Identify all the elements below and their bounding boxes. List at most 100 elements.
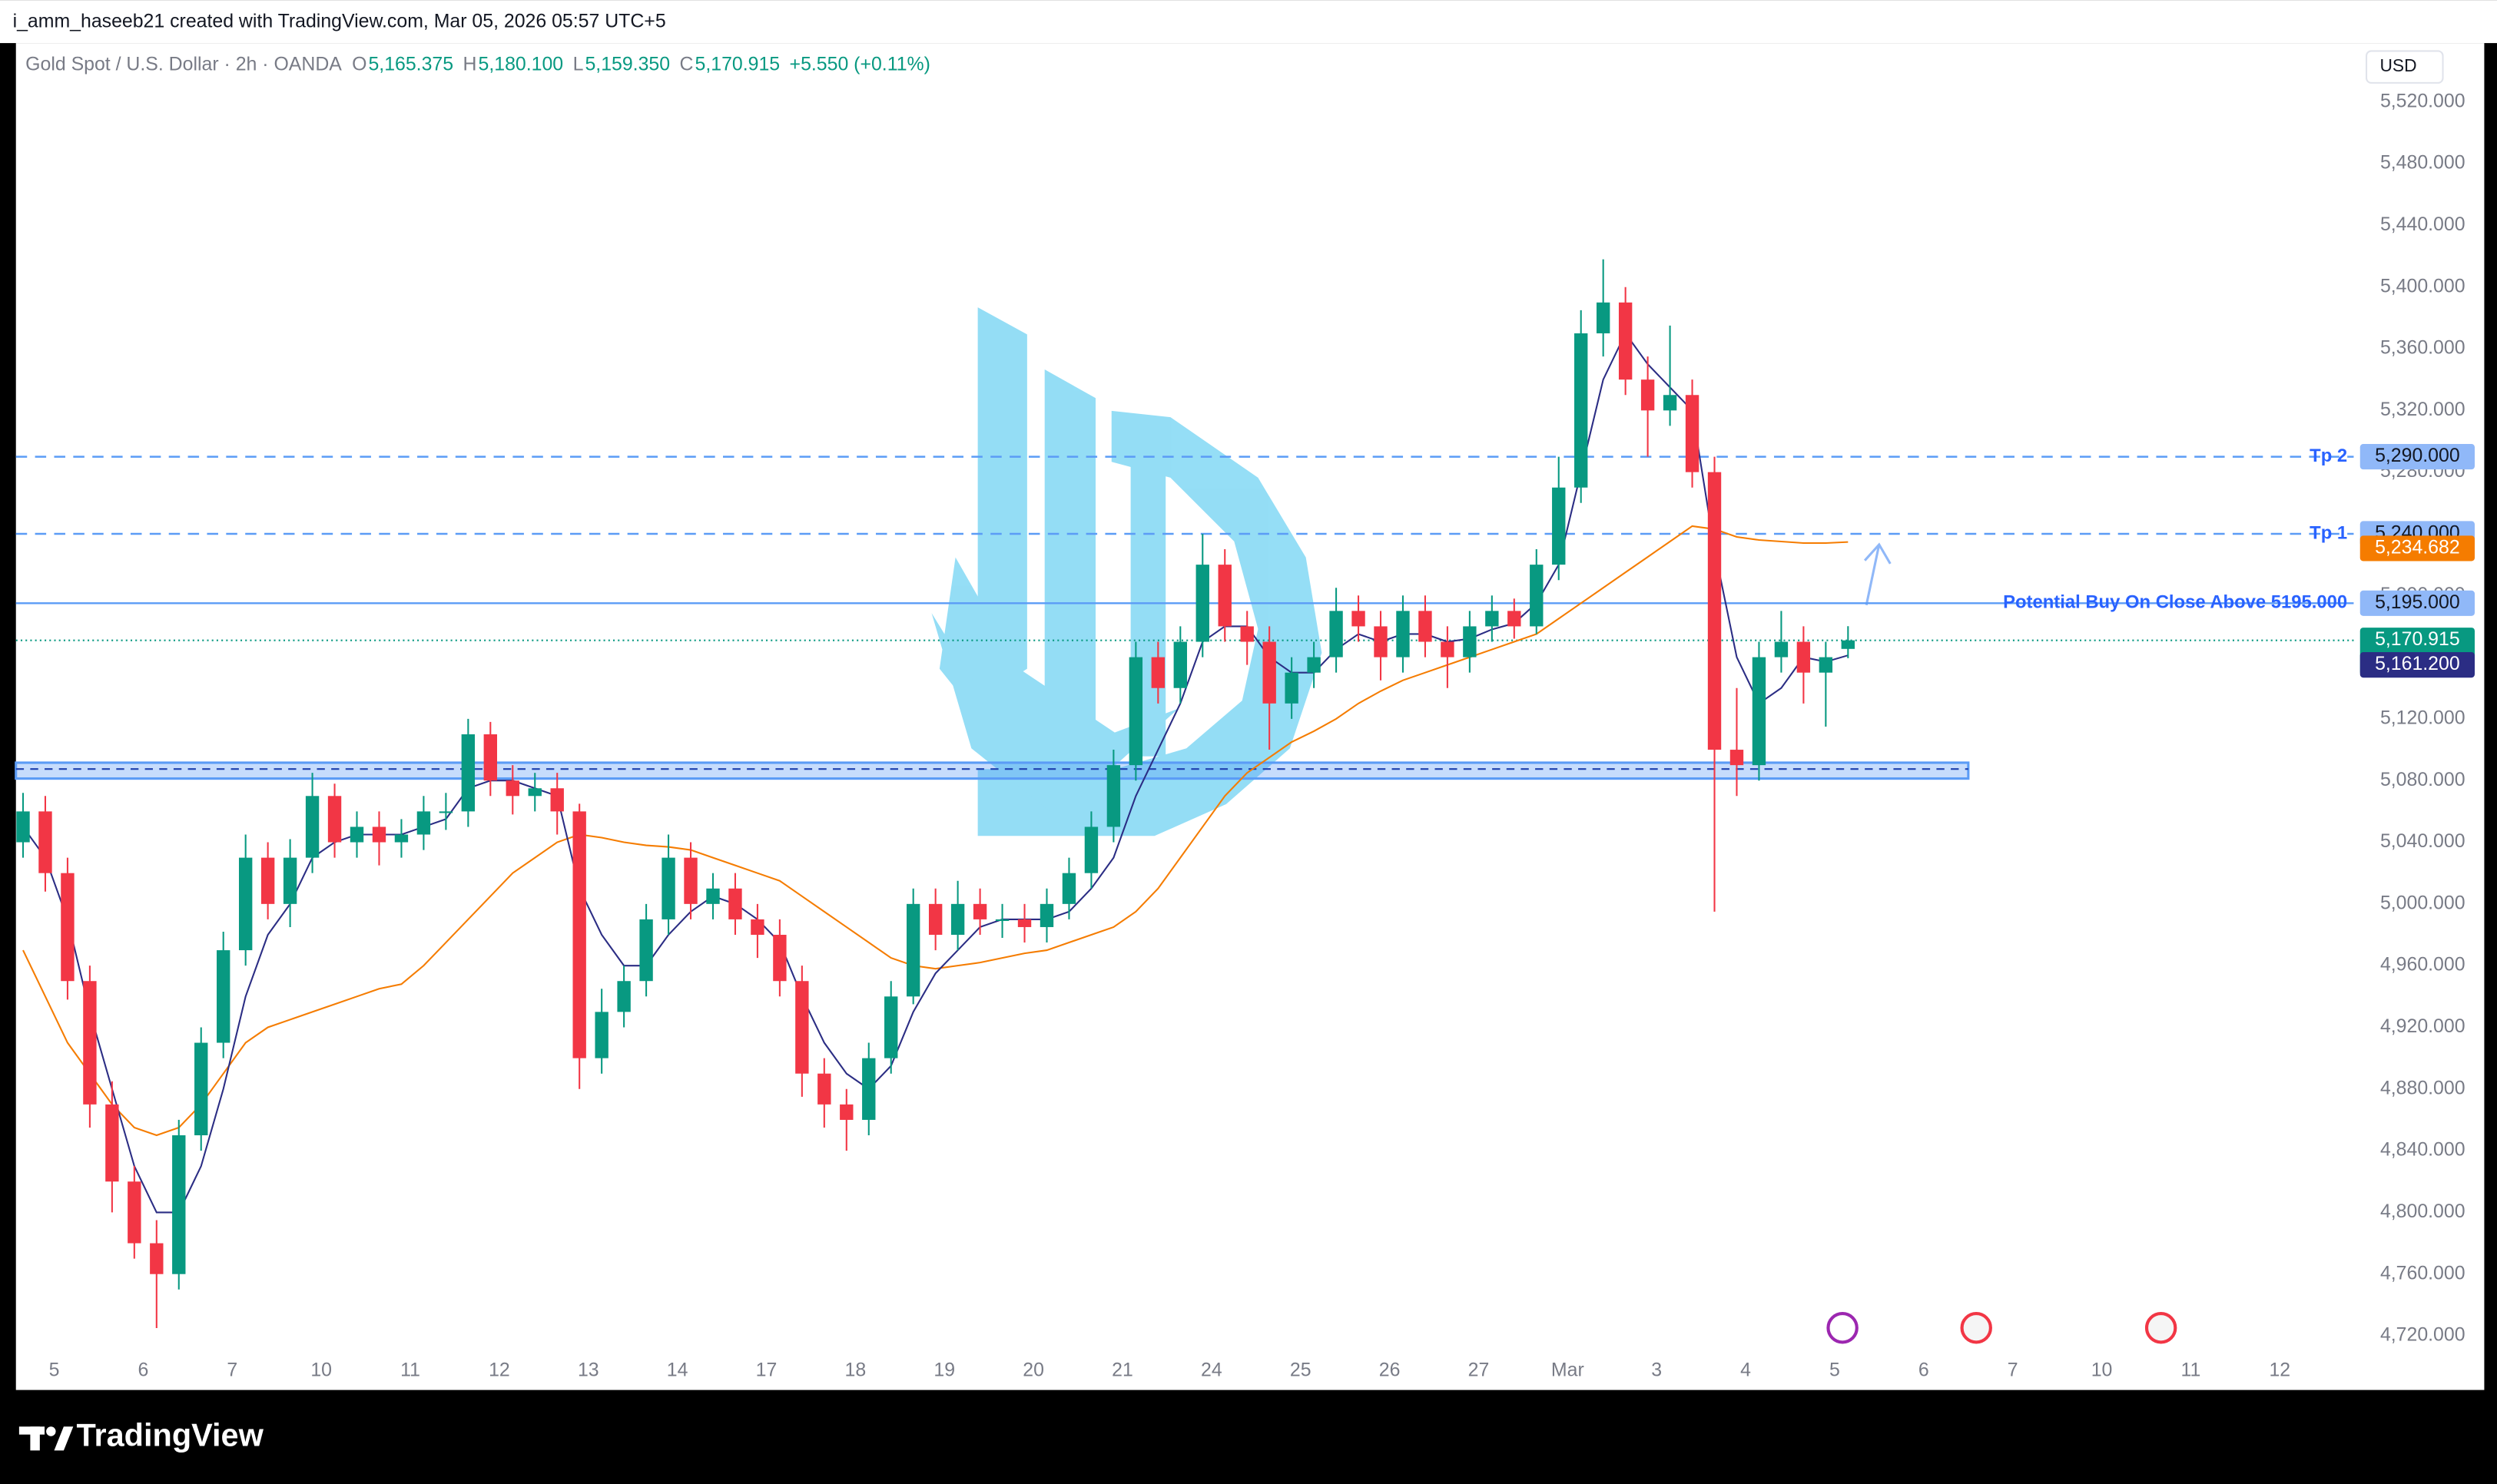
ma-value-box <box>2359 652 2475 678</box>
x-tick-label: 3 <box>1651 1359 1662 1380</box>
candle-body <box>728 888 742 919</box>
candle-body <box>150 1243 164 1274</box>
candle-body <box>327 796 342 843</box>
candle-body <box>773 934 787 982</box>
x-tick-label: 27 <box>1468 1359 1490 1380</box>
candle-body <box>1396 611 1410 658</box>
candle-body <box>1285 672 1298 704</box>
candle-body <box>1685 395 1699 472</box>
projection-arrow <box>1863 542 1892 606</box>
candle-body <box>1552 487 1566 565</box>
candle-body <box>1240 626 1254 642</box>
legend-open-prefix: O <box>352 54 366 75</box>
x-tick-label: 12 <box>2269 1359 2290 1380</box>
y-tick-label: 5,000.000 <box>2380 892 2465 913</box>
candle-body <box>1173 641 1187 688</box>
x-tick-label: 10 <box>310 1359 332 1380</box>
x-tick-label: 12 <box>489 1359 510 1380</box>
candle-body <box>128 1181 141 1244</box>
candle-body <box>260 857 275 904</box>
x-tick-label: 18 <box>845 1359 867 1380</box>
candle-body <box>105 1104 119 1182</box>
candle-body <box>884 996 898 1058</box>
y-tick-label: 4,880.000 <box>2380 1077 2465 1098</box>
y-tick-label: 4,840.000 <box>2380 1139 2465 1161</box>
candle-body <box>172 1135 186 1274</box>
candle-body <box>1040 903 1054 927</box>
candle-body <box>1752 657 1766 766</box>
candle-body <box>1596 302 1610 333</box>
header-text: i_amm_haseeb21 created with TradingView.… <box>13 11 666 32</box>
candle-body <box>506 780 519 797</box>
candle-body <box>1262 641 1276 704</box>
y-tick-label: 4,760.000 <box>2380 1262 2465 1284</box>
candle-body <box>439 811 453 813</box>
x-tick-label: 17 <box>756 1359 778 1380</box>
candle-body <box>973 903 987 919</box>
candle-body <box>372 826 386 843</box>
candle-body <box>550 788 564 812</box>
y-tick-label: 5,320.000 <box>2380 399 2465 420</box>
brand-logo <box>18 1426 74 1451</box>
x-tick-label: 25 <box>1290 1359 1312 1380</box>
support-zone <box>15 761 1970 780</box>
currency-box <box>2366 50 2444 84</box>
candle-body <box>572 811 586 1058</box>
candle-body <box>1084 826 1099 873</box>
candle-body <box>928 903 943 935</box>
candle-body <box>1574 333 1588 488</box>
candle-body <box>194 1042 208 1136</box>
candle-body <box>461 734 476 812</box>
y-tick-label: 5,400.000 <box>2380 275 2465 296</box>
candle-body <box>483 734 498 781</box>
candle-body <box>1796 641 1811 673</box>
level-name: Tp 1 <box>2310 522 2347 543</box>
candle-body <box>238 857 253 951</box>
x-tick-label: 6 <box>138 1359 149 1380</box>
candle-body <box>394 834 409 843</box>
candle-body <box>1663 395 1677 411</box>
ma-value-box <box>2359 535 2475 561</box>
x-tick-label: 20 <box>1023 1359 1044 1380</box>
candle-body <box>907 903 920 997</box>
candle-body <box>751 919 764 935</box>
legend-high: 5,180.100 <box>479 54 564 75</box>
candle-body <box>595 1012 608 1058</box>
candle-body <box>305 796 320 858</box>
level-name: Potential Buy On Close Above 5195.000 <box>2003 592 2347 613</box>
y-tick-label: 5,480.000 <box>2380 152 2465 174</box>
chart-layer: 4,720.000 4,760.000 4,800.000 4,840.000 4,88… <box>15 90 2475 1380</box>
candle-body <box>1106 765 1121 827</box>
x-tick-label: 7 <box>227 1359 237 1380</box>
y-tick-label: 5,440.000 <box>2380 214 2465 235</box>
candle-body <box>1062 873 1076 904</box>
candle-body <box>840 1104 854 1120</box>
candle-body <box>1374 626 1388 658</box>
x-tick-label: 10 <box>2091 1359 2113 1380</box>
candle-body <box>1485 611 1499 627</box>
candle-body <box>1507 611 1521 627</box>
x-tick-label: 24 <box>1201 1359 1222 1380</box>
legend-close-prefix: C <box>680 54 694 75</box>
candle-body <box>862 1058 876 1120</box>
ohlc-legend: O 5,165.375 H 5,180.100 L 5,159.350 C 5,170.915… <box>352 54 930 75</box>
candle-body <box>1819 657 1833 673</box>
candle-body <box>995 919 1010 921</box>
ma-value-label: 5,161.200 <box>2375 653 2460 674</box>
x-tick-label: 26 <box>1379 1359 1401 1380</box>
candle-body <box>1307 657 1321 673</box>
x-tick-label: 5 <box>49 1359 60 1380</box>
x-tick-label: 13 <box>578 1359 599 1380</box>
y-tick-label: 4,720.000 <box>2380 1324 2465 1346</box>
level-value-box <box>2359 443 2475 470</box>
x-tick-label: 4 <box>1740 1359 1751 1380</box>
legend-low: 5,159.350 <box>585 54 670 75</box>
y-tick-label: 5,520.000 <box>2380 90 2465 111</box>
level-value-label: 5,195.000 <box>2375 591 2460 613</box>
event-icons <box>1826 1312 2177 1344</box>
x-tick-label: 14 <box>667 1359 688 1380</box>
y-tick-label: 5,080.000 <box>2380 769 2465 790</box>
y-tick-label: 5,120.000 <box>2380 707 2465 728</box>
candle-body <box>1195 565 1209 642</box>
